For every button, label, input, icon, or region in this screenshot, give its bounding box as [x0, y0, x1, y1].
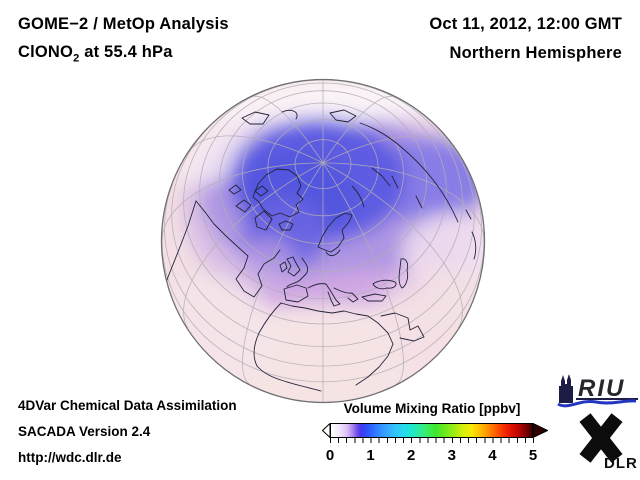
dlr-star-icon: [579, 413, 623, 463]
species-subscript: 2: [73, 52, 80, 65]
analysis-title: GOME−2 / MetOp Analysis: [18, 15, 229, 33]
species-name: ClONO: [18, 43, 74, 61]
datetime-label: Oct 11, 2012, 12:00 GMT: [429, 15, 622, 33]
pressure-level: at 55.4 hPa: [79, 43, 173, 61]
colorbar-tick-label: 4: [488, 447, 497, 464]
dlr-logo-text: DLR: [604, 455, 638, 472]
colorbar-tick-label: 2: [407, 447, 416, 464]
globe-limb: [160, 78, 486, 404]
colorbar-ticks: [330, 438, 534, 443]
colorbar-tick-label: 0: [325, 447, 335, 464]
colorbar-tick-label: 5: [528, 447, 538, 464]
colorbar-tick-label: 3: [447, 447, 456, 464]
cathedral-icon: [559, 374, 573, 403]
colorbar-tick-label: 1: [366, 447, 375, 464]
colorbar: 0 1 2 3 4 5: [322, 423, 548, 469]
colorbar-right-arrow-icon: [532, 423, 548, 438]
colorbar-gradient: [330, 423, 533, 438]
dlr-logo: DLR: [579, 413, 638, 472]
hemisphere-label: Northern Hemisphere: [449, 44, 622, 62]
coastlines: [161, 109, 477, 392]
graticule-lines: [161, 79, 485, 402]
species-level-title: ClONO2 at 55.4 hPa: [18, 43, 173, 64]
riu-logo: RIU: [557, 374, 638, 408]
colorbar-title: Volume Mixing Ratio [ppbv]: [343, 401, 521, 416]
credit-version: SACADA Version 2.4: [18, 424, 151, 439]
colorbar-arrows: [322, 423, 548, 438]
credit-assimilation: 4DVar Chemical Data Assimilation: [18, 398, 237, 413]
riu-logo-text: RIU: [578, 375, 625, 402]
riu-underline: [576, 398, 638, 400]
rhine-wave-icon: [557, 399, 637, 408]
credit-url: http://wdc.dlr.de: [18, 450, 122, 465]
colorbar-left-arrow-icon: [322, 423, 331, 438]
mixing-ratio-field: [161, 79, 485, 403]
